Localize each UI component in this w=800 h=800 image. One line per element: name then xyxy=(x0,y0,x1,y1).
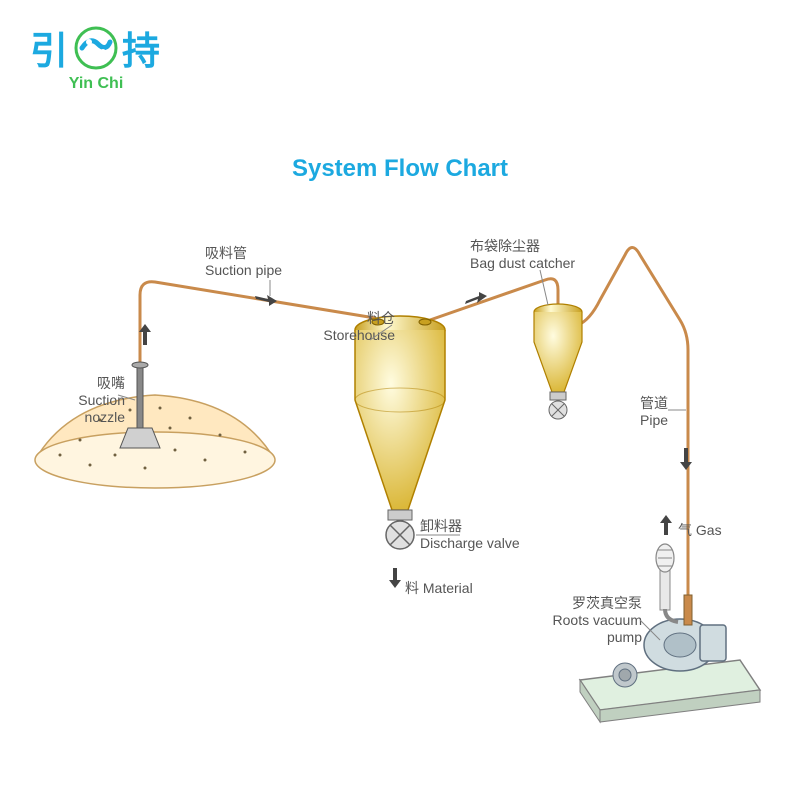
label-bag-dust: 布袋除尘器 Bag dust catcher xyxy=(470,238,575,272)
bag-dust-catcher xyxy=(534,304,582,419)
label-pump: 罗茨真空泵 Roots vacuum pump xyxy=(552,595,642,645)
label-gas: 气 Gas xyxy=(678,522,722,539)
label-pipe: 管道 Pipe xyxy=(640,395,668,429)
label-suction-pipe: 吸料管 Suction pipe xyxy=(205,245,282,279)
suction-pipe-path xyxy=(140,282,375,365)
label-material: 料 Material xyxy=(405,580,473,597)
label-suction-nozzle: 吸嘴 Suction nozzle xyxy=(35,375,125,425)
storehouse-vessel xyxy=(355,316,445,549)
label-discharge: 卸料器 Discharge valve xyxy=(420,518,520,552)
label-storehouse: 料仓 Storehouse xyxy=(345,310,395,344)
pipe-dust-to-pump xyxy=(578,248,688,596)
